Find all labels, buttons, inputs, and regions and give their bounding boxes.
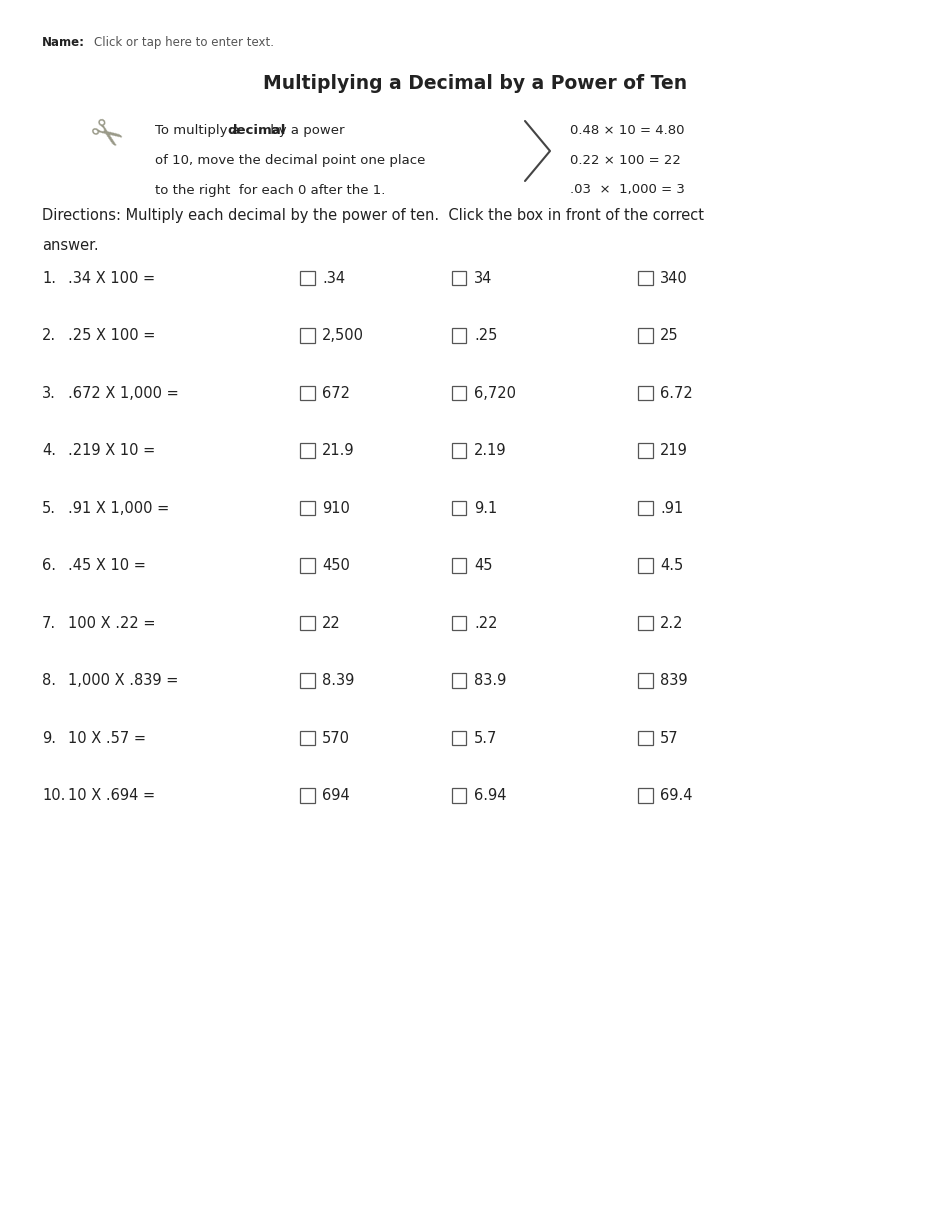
Bar — [300, 329, 314, 343]
Text: 34: 34 — [474, 271, 492, 286]
Bar — [452, 788, 466, 803]
Text: .91 X 1,000 =: .91 X 1,000 = — [68, 501, 169, 516]
Text: 100 X .22 =: 100 X .22 = — [68, 615, 156, 631]
Text: .03  ×  1,000 = 3: .03 × 1,000 = 3 — [570, 183, 685, 196]
Text: To multiply a: To multiply a — [155, 124, 244, 137]
Text: 694: 694 — [322, 788, 350, 803]
Text: .34 X 100 =: .34 X 100 = — [68, 271, 155, 286]
Text: 2.2: 2.2 — [660, 615, 683, 631]
Bar — [452, 500, 466, 515]
Text: 1.: 1. — [42, 271, 56, 286]
Text: .22: .22 — [474, 615, 498, 631]
Bar — [300, 500, 314, 515]
Text: 45: 45 — [474, 559, 492, 574]
Text: 839: 839 — [660, 673, 688, 689]
Bar — [300, 788, 314, 803]
Bar — [638, 788, 653, 803]
Text: 450: 450 — [322, 559, 350, 574]
Text: of 10, move the decimal point one place: of 10, move the decimal point one place — [155, 154, 426, 167]
Text: 8.: 8. — [42, 673, 56, 689]
Text: 9.: 9. — [42, 731, 56, 745]
Text: 10 X .694 =: 10 X .694 = — [68, 788, 155, 803]
Bar — [638, 329, 653, 343]
Text: 219: 219 — [660, 444, 688, 459]
Bar — [452, 444, 466, 457]
Text: Name:: Name: — [42, 36, 85, 49]
Text: 7.: 7. — [42, 615, 56, 631]
Bar — [452, 558, 466, 573]
Bar — [638, 444, 653, 457]
Text: ✂: ✂ — [81, 112, 129, 161]
Text: Multiplying a Decimal by a Power of Ten: Multiplying a Decimal by a Power of Ten — [263, 74, 687, 93]
Text: 910: 910 — [322, 501, 350, 516]
Text: 6.72: 6.72 — [660, 386, 693, 401]
Text: 21.9: 21.9 — [322, 444, 354, 459]
Text: 570: 570 — [322, 731, 350, 745]
Text: .34: .34 — [322, 271, 345, 286]
Text: 6.: 6. — [42, 559, 56, 574]
Bar — [452, 673, 466, 688]
Text: 0.22 × 100 = 22: 0.22 × 100 = 22 — [570, 153, 681, 167]
Text: 3.: 3. — [42, 386, 56, 401]
Bar — [300, 673, 314, 688]
Text: 22: 22 — [322, 615, 341, 631]
Bar — [638, 386, 653, 400]
Bar — [300, 271, 314, 286]
Text: 5.7: 5.7 — [474, 731, 498, 745]
Text: 10 X .57 =: 10 X .57 = — [68, 731, 146, 745]
Bar — [300, 558, 314, 573]
Text: .25: .25 — [474, 329, 498, 343]
Text: 6,720: 6,720 — [474, 386, 516, 401]
Text: .672 X 1,000 =: .672 X 1,000 = — [68, 386, 179, 401]
Bar — [638, 500, 653, 515]
Text: .45 X 10 =: .45 X 10 = — [68, 559, 146, 574]
Bar — [452, 731, 466, 745]
Text: 672: 672 — [322, 386, 350, 401]
Text: 4.5: 4.5 — [660, 559, 683, 574]
Text: 2,500: 2,500 — [322, 329, 364, 343]
Text: 1,000 X .839 =: 1,000 X .839 = — [68, 673, 179, 689]
Text: 5.: 5. — [42, 501, 56, 516]
Bar — [638, 558, 653, 573]
Bar — [452, 615, 466, 630]
Text: 340: 340 — [660, 271, 688, 286]
Text: Click or tap here to enter text.: Click or tap here to enter text. — [94, 36, 274, 49]
Text: answer.: answer. — [42, 238, 99, 253]
Text: Directions: Multiply each decimal by the power of ten.  Click the box in front o: Directions: Multiply each decimal by the… — [42, 208, 704, 223]
Bar — [638, 673, 653, 688]
Bar — [452, 386, 466, 400]
Text: decimal: decimal — [228, 124, 286, 137]
Bar — [638, 615, 653, 630]
Text: 6.94: 6.94 — [474, 788, 506, 803]
Text: 4.: 4. — [42, 444, 56, 459]
Text: 83.9: 83.9 — [474, 673, 506, 689]
Text: .25 X 100 =: .25 X 100 = — [68, 329, 156, 343]
Bar — [638, 271, 653, 286]
Text: by a power: by a power — [266, 124, 345, 137]
Text: 2.: 2. — [42, 329, 56, 343]
Bar — [452, 329, 466, 343]
Bar — [300, 444, 314, 457]
Text: to the right  for each 0 after the 1.: to the right for each 0 after the 1. — [155, 184, 386, 197]
Text: 0.48 × 10 = 4.80: 0.48 × 10 = 4.80 — [570, 124, 685, 137]
Text: 10.: 10. — [42, 788, 66, 803]
Text: 9.1: 9.1 — [474, 501, 497, 516]
Text: 8.39: 8.39 — [322, 673, 354, 689]
Bar — [300, 615, 314, 630]
Bar — [300, 731, 314, 745]
Text: 2.19: 2.19 — [474, 444, 506, 459]
Text: 57: 57 — [660, 731, 678, 745]
Text: 69.4: 69.4 — [660, 788, 693, 803]
Text: .91: .91 — [660, 501, 683, 516]
Bar — [452, 271, 466, 286]
Text: .219 X 10 =: .219 X 10 = — [68, 444, 155, 459]
Text: 25: 25 — [660, 329, 678, 343]
Bar — [638, 731, 653, 745]
Bar — [300, 386, 314, 400]
